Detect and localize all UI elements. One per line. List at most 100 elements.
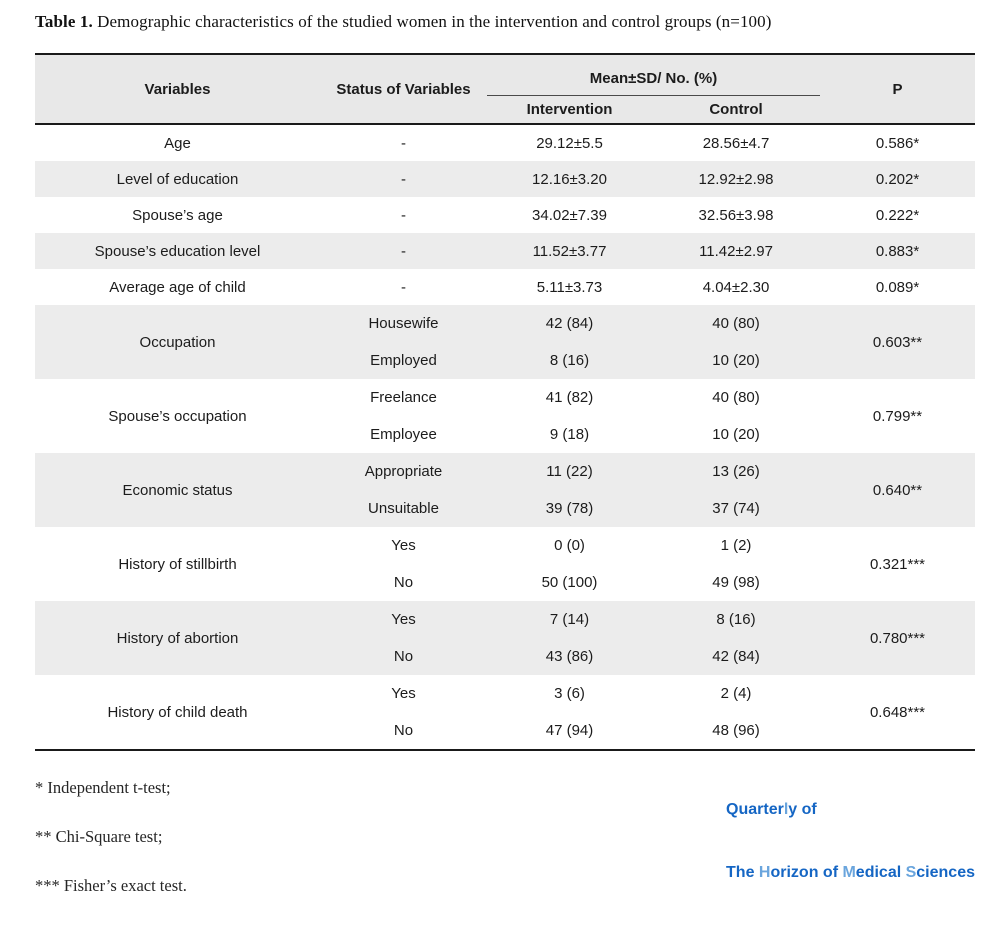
- cell-variable: Spouse’s age: [132, 206, 223, 224]
- cell-control: 49 (98): [712, 574, 760, 591]
- cell-p-value: 0.799**: [872, 407, 923, 425]
- table-row-history-of-abortion: History of abortion Yes 7 (14) 8 (16) No…: [35, 601, 975, 675]
- demographics-table: Variables Status of Variables Mean±SD/ N…: [35, 53, 975, 751]
- footnote-fishers-exact-test: *** Fisher’s exact test.: [35, 876, 187, 895]
- cell-status: Yes: [391, 685, 416, 702]
- cell-status: -: [401, 206, 406, 224]
- cell-status: -: [401, 170, 406, 188]
- table-row-economic-status: Economic status Appropriate 11 (22) 13 (…: [35, 453, 975, 527]
- footnotes: * Independent t-test; ** Chi-Square test…: [35, 755, 187, 925]
- cell-control: 1 (2): [720, 537, 752, 554]
- cell-status: Unsuitable: [368, 500, 439, 517]
- cell-intervention: 11.52±3.77: [532, 242, 607, 260]
- cell-control: 13 (26): [712, 463, 760, 480]
- cell-p-value: 0.603**: [872, 333, 923, 351]
- cell-p-value: 0.780***: [869, 629, 926, 647]
- cell-variable: Spouse’s education level: [94, 242, 261, 260]
- cell-intervention: 12.16±3.20: [532, 170, 607, 188]
- cell-control: 11.42±2.97: [699, 242, 773, 260]
- cell-control: 32.56±3.98: [698, 206, 774, 224]
- journal-logo-line-1: Quarterly of: [726, 801, 817, 818]
- cell-intervention: 39 (78): [545, 500, 594, 517]
- cell-intervention: 43 (86): [545, 648, 594, 665]
- table-row-average-age-of-child: Average age of child - 5.11±3.73 4.04±2.…: [35, 269, 975, 305]
- cell-p-value: 0.640**: [872, 481, 923, 499]
- cell-control: 40 (80): [712, 315, 760, 332]
- table-row-history-of-stillbirth: History of stillbirth Yes 0 (0) 1 (2) No…: [35, 527, 975, 601]
- cell-status: -: [401, 278, 406, 296]
- table-header: Variables Status of Variables Mean±SD/ N…: [35, 55, 975, 125]
- cell-variable: Economic status: [122, 481, 233, 499]
- cell-variable: History of stillbirth: [118, 555, 237, 573]
- cell-status: Yes: [391, 611, 416, 628]
- header-subcolumns: Intervention Control: [487, 95, 820, 123]
- header-intervention: Intervention: [526, 101, 613, 118]
- table-row-level-of-education: Level of education - 12.16±3.20 12.92±2.…: [35, 161, 975, 197]
- cell-control: 37 (74): [712, 500, 760, 517]
- cell-control: 2 (4): [720, 685, 752, 702]
- cell-variable: Age: [164, 134, 191, 152]
- cell-status: No: [393, 574, 414, 591]
- footer: * Independent t-test; ** Chi-Square test…: [35, 755, 975, 925]
- cell-status: -: [401, 242, 406, 260]
- footnote-independent-t-test: * Independent t-test;: [35, 778, 171, 797]
- cell-intervention: 9 (18): [549, 426, 590, 443]
- cell-control: 28.56±4.7: [702, 134, 770, 152]
- cell-intervention: 11 (22): [546, 463, 593, 480]
- header-mean-sd-label: Mean±SD/ No. (%): [589, 69, 718, 87]
- journal-logo-line-2: The Horizon of Medical Sciences: [726, 864, 975, 881]
- table-row-age: Age - 29.12±5.5 28.56±4.7 0.586*: [35, 125, 975, 161]
- cell-variable: Average age of child: [109, 278, 246, 296]
- table-row-history-of-child-death: History of child death Yes 3 (6) 2 (4) N…: [35, 675, 975, 749]
- cell-intervention: 3 (6): [554, 685, 585, 702]
- cell-intervention: 47 (94): [545, 722, 594, 739]
- cell-intervention: 50 (100): [541, 574, 598, 591]
- cell-intervention: 29.12±5.5: [536, 134, 603, 152]
- cell-control: 4.04±2.30: [702, 278, 770, 296]
- footnote-chi-square-test: ** Chi-Square test;: [35, 827, 163, 846]
- cell-control: 10 (20): [712, 426, 760, 443]
- cell-status: Employee: [370, 426, 437, 443]
- cell-status: Housewife: [368, 315, 439, 332]
- cell-p-value: 0.202*: [875, 170, 920, 188]
- cell-control: 48 (96): [712, 722, 760, 739]
- cell-status: -: [401, 134, 406, 152]
- cell-control: 40 (80): [712, 389, 760, 406]
- journal-logo: Quarterly of The Horizon of Medical Scie…: [726, 757, 975, 925]
- cell-control: 8 (16): [716, 611, 756, 628]
- table-caption: Table 1. Demographic characteristics of …: [35, 12, 975, 32]
- header-variables: Variables: [144, 80, 211, 98]
- cell-status: No: [393, 648, 414, 665]
- header-control: Control: [709, 101, 763, 118]
- table-row-spouses-occupation: Spouse’s occupation Freelance 41 (82) 40…: [35, 379, 975, 453]
- cell-variable: History of child death: [107, 703, 248, 721]
- table-row-spouses-education-level: Spouse’s education level - 11.52±3.77 11…: [35, 233, 975, 269]
- cell-intervention: 34.02±7.39: [532, 206, 607, 224]
- table-row-spouses-age: Spouse’s age - 34.02±7.39 32.56±3.98 0.2…: [35, 197, 975, 233]
- cell-intervention: 7 (14): [549, 611, 590, 628]
- cell-p-value: 0.648***: [869, 703, 926, 721]
- table-row-occupation: Occupation Housewife 42 (84) 40 (80) Emp…: [35, 305, 975, 379]
- cell-p-value: 0.586*: [875, 134, 920, 152]
- cell-variable: History of abortion: [116, 629, 239, 647]
- cell-control: 42 (84): [712, 648, 760, 665]
- cell-status: Appropriate: [364, 463, 443, 480]
- cell-intervention: 8 (16): [549, 352, 590, 369]
- cell-control: 10 (20): [712, 352, 760, 369]
- cell-intervention: 41 (82): [545, 389, 594, 406]
- cell-status: No: [393, 722, 414, 739]
- cell-variable: Spouse’s occupation: [108, 407, 247, 425]
- caption-text: Demographic characteristics of the studi…: [92, 12, 772, 31]
- cell-intervention: 42 (84): [545, 315, 594, 332]
- cell-p-value: 0.089*: [875, 278, 920, 296]
- cell-status: Employed: [370, 352, 437, 369]
- header-p-value: P: [892, 80, 903, 98]
- cell-p-value: 0.222*: [875, 206, 920, 224]
- cell-control: 12.92±2.98: [698, 170, 774, 188]
- cell-variable: Level of education: [116, 170, 239, 188]
- header-status-of-variables: Status of Variables: [336, 80, 471, 98]
- cell-status: Yes: [391, 537, 416, 554]
- cell-intervention: 5.11±3.73: [536, 278, 603, 296]
- cell-p-value: 0.883*: [875, 242, 920, 260]
